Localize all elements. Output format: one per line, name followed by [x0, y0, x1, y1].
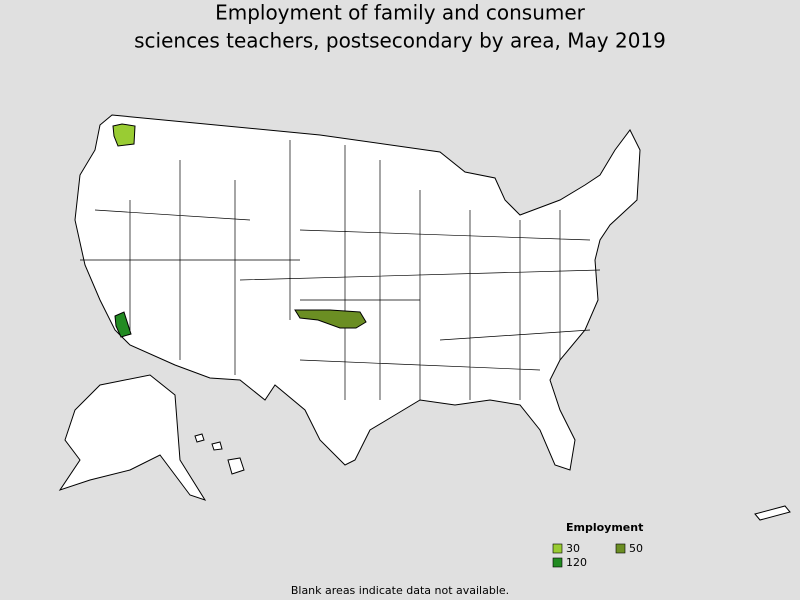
conterminous-us — [74, 114, 641, 471]
footnote: Blank areas indicate data not available. — [291, 584, 509, 597]
legend-label: 120 — [566, 556, 587, 569]
us-map — [58, 114, 791, 521]
employment-area — [114, 311, 132, 338]
legend: 30 50 120 — [552, 542, 643, 569]
highlighted-areas — [112, 123, 367, 338]
employment-area — [112, 123, 136, 147]
area-borders — [80, 140, 601, 400]
legend-swatch — [615, 543, 626, 554]
title-line: Employment of family and consumer — [215, 1, 586, 25]
legend-label: 30 — [566, 542, 580, 555]
hawaii — [194, 433, 245, 475]
alaska — [58, 374, 207, 501]
legend-title: Employment — [566, 521, 643, 534]
employment-area — [294, 309, 367, 329]
legend-swatch — [552, 543, 563, 554]
title-line: sciences teachers, postsecondary by area… — [134, 29, 666, 53]
legend-swatch — [552, 557, 563, 568]
puerto-rico — [754, 505, 791, 521]
legend-label: 50 — [629, 542, 643, 555]
